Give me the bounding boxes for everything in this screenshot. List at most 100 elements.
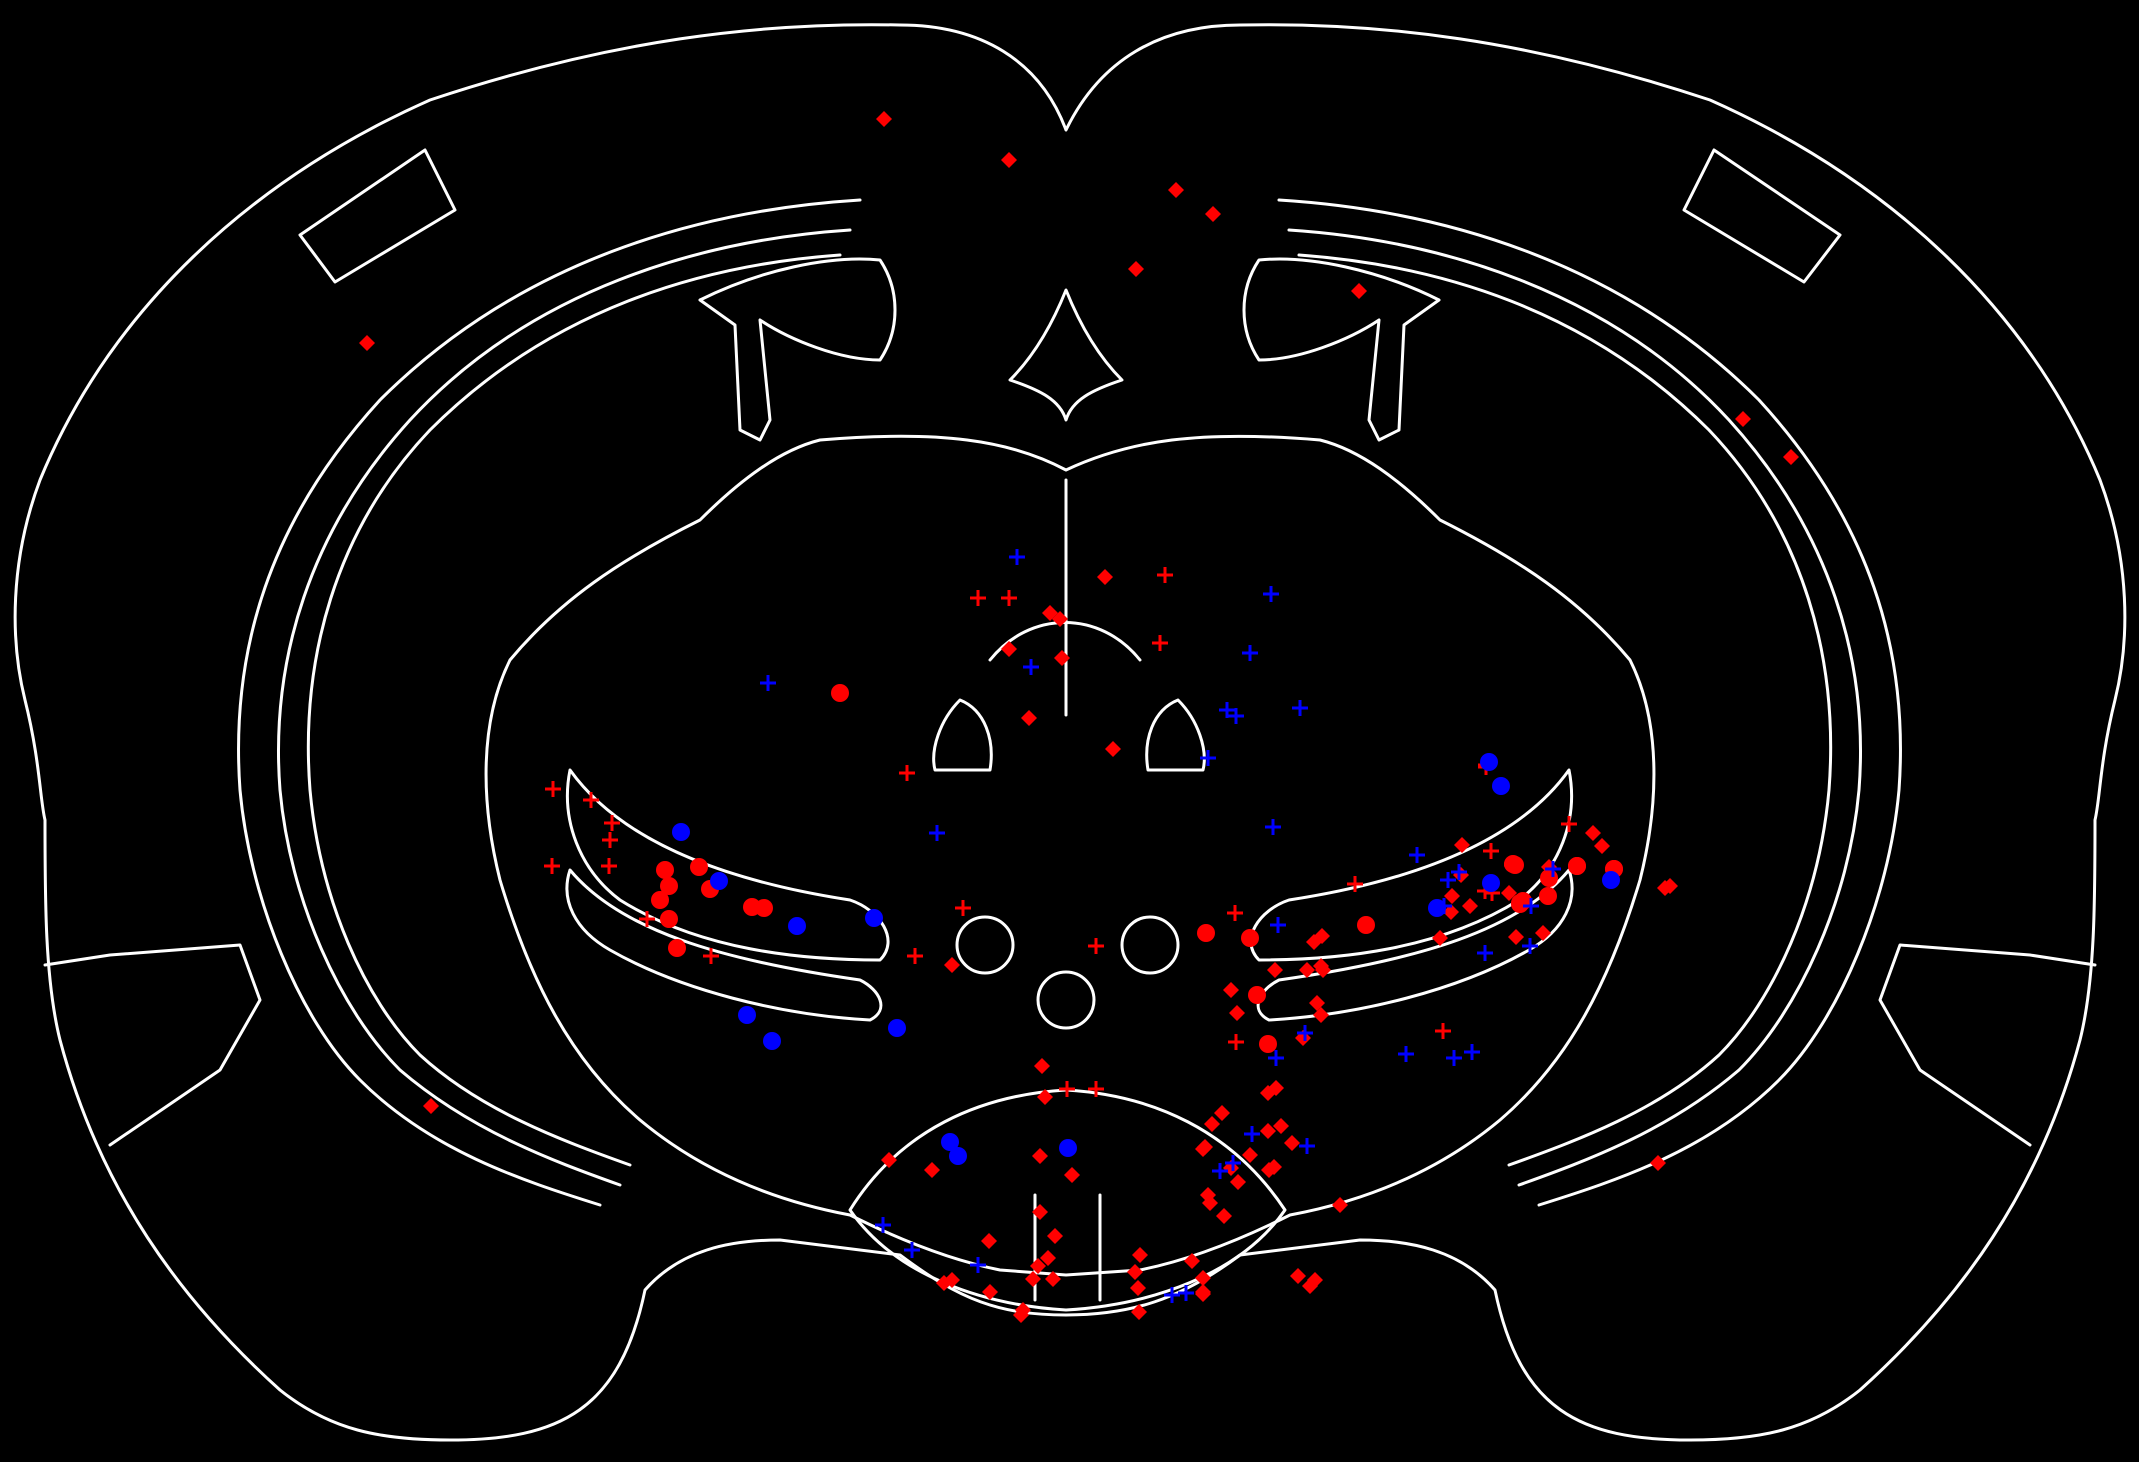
diamond-marker [1168, 182, 1184, 198]
plus-marker [1059, 1081, 1075, 1097]
plus-marker [1435, 1023, 1451, 1039]
dorsal-third-ventricle [988, 621, 1142, 662]
diamond-marker [876, 111, 892, 127]
diamond-marker [1214, 1105, 1230, 1121]
central-structure [484, 434, 1656, 1277]
plus-marker [1451, 864, 1467, 880]
ventricle-left [932, 698, 993, 772]
lateral-lobe-right-2 [1256, 868, 1574, 1022]
inner-arc-right-2 [1287, 228, 1862, 1187]
plus-marker [1009, 549, 1025, 565]
plus-marker [1545, 861, 1561, 877]
circle-marker [656, 861, 674, 879]
diamond-marker [881, 1152, 897, 1168]
circle-marker [949, 1147, 967, 1165]
diamond-marker [1205, 206, 1221, 222]
diamond-marker [1309, 995, 1325, 1011]
circle-marker [1248, 986, 1266, 1004]
diamond-marker [1052, 611, 1068, 627]
diamond-marker [1735, 411, 1751, 427]
inner-arc-right-1 [1277, 198, 1902, 1207]
diamond-marker [1204, 1116, 1220, 1132]
diamond-marker [1127, 1264, 1143, 1280]
diamond-marker [1284, 1135, 1300, 1151]
diamond-marker [1128, 261, 1144, 277]
plus-marker [970, 1257, 986, 1273]
plus-marker [929, 825, 945, 841]
diamond-marker [1197, 1139, 1213, 1155]
diamond-marker [1132, 1247, 1148, 1263]
diamond-marker [1025, 1271, 1041, 1287]
marker-layer [359, 111, 1799, 1323]
circle-marker [763, 1032, 781, 1050]
brain-outline [13, 23, 2127, 1442]
plus-marker [545, 781, 561, 797]
diamond-marker [1032, 1148, 1048, 1164]
plus-marker [904, 1242, 920, 1258]
diamond-marker [1037, 1089, 1053, 1105]
circle-marker [1482, 874, 1500, 892]
plus-marker [899, 765, 915, 781]
diamond-marker [1097, 569, 1113, 585]
circle-marker [1602, 871, 1620, 889]
ventricle-right [1145, 698, 1206, 772]
cortex-line-left [43, 943, 262, 1147]
plus-marker [1504, 856, 1520, 872]
circle-marker [660, 877, 678, 895]
diamond-marker [1021, 710, 1037, 726]
diamond-marker [944, 1272, 960, 1288]
diamond-marker [1001, 152, 1017, 168]
diamond-marker [1195, 1286, 1211, 1302]
circle-marker [1540, 869, 1558, 887]
diamond-marker [1443, 904, 1459, 920]
plus-marker [1242, 645, 1258, 661]
ventral-midline-structure [1036, 970, 1096, 1030]
plus-marker [703, 948, 719, 964]
lateral-lobe-left-2 [565, 868, 883, 1022]
diamond-marker [1462, 898, 1478, 914]
inner-arc-left-3 [306, 253, 842, 1167]
plus-marker [1398, 1046, 1414, 1062]
circle-marker [831, 684, 849, 702]
plus-marker [602, 832, 618, 848]
circle-marker [1259, 1035, 1277, 1053]
ventral-structure-right [1120, 915, 1180, 975]
diamond-marker [1783, 449, 1799, 465]
diamond-marker [1432, 930, 1448, 946]
circle-marker [1480, 753, 1498, 771]
plus-marker [601, 858, 617, 874]
diamond-marker [1508, 929, 1524, 945]
plus-marker [1200, 750, 1216, 766]
circle-marker [651, 891, 669, 909]
diamond-marker [1216, 1208, 1232, 1224]
plus-marker [955, 900, 971, 916]
diamond-marker [1273, 1118, 1289, 1134]
diamond-marker [1131, 1304, 1147, 1320]
diamond-marker [1290, 1268, 1306, 1284]
plus-marker [604, 815, 620, 831]
plus-marker [1219, 702, 1235, 718]
circle-marker [690, 858, 708, 876]
diamond-marker [1501, 885, 1517, 901]
circle-marker [710, 872, 728, 890]
plus-marker [1446, 1050, 1462, 1066]
diamond-marker [1332, 1197, 1348, 1213]
diamond-marker [1195, 1270, 1211, 1286]
diamond-marker [1064, 1167, 1080, 1183]
inner-arc-right-3 [1297, 253, 1833, 1167]
diamond-marker [1351, 283, 1367, 299]
diamond-marker [1040, 1250, 1056, 1266]
diamond-marker [1034, 1058, 1050, 1074]
cortex-line-right [1878, 943, 2097, 1147]
diamond-marker [1585, 825, 1601, 841]
circle-marker [672, 823, 690, 841]
diamond-marker [1054, 650, 1070, 666]
plus-marker [1263, 586, 1279, 602]
midline-notch [1008, 288, 1124, 422]
circle-marker [755, 899, 773, 917]
circle-marker [1539, 887, 1557, 905]
plus-marker [1440, 872, 1456, 888]
circle-marker [1059, 1139, 1077, 1157]
plus-marker [1561, 816, 1577, 832]
hook-right [1242, 257, 1441, 442]
